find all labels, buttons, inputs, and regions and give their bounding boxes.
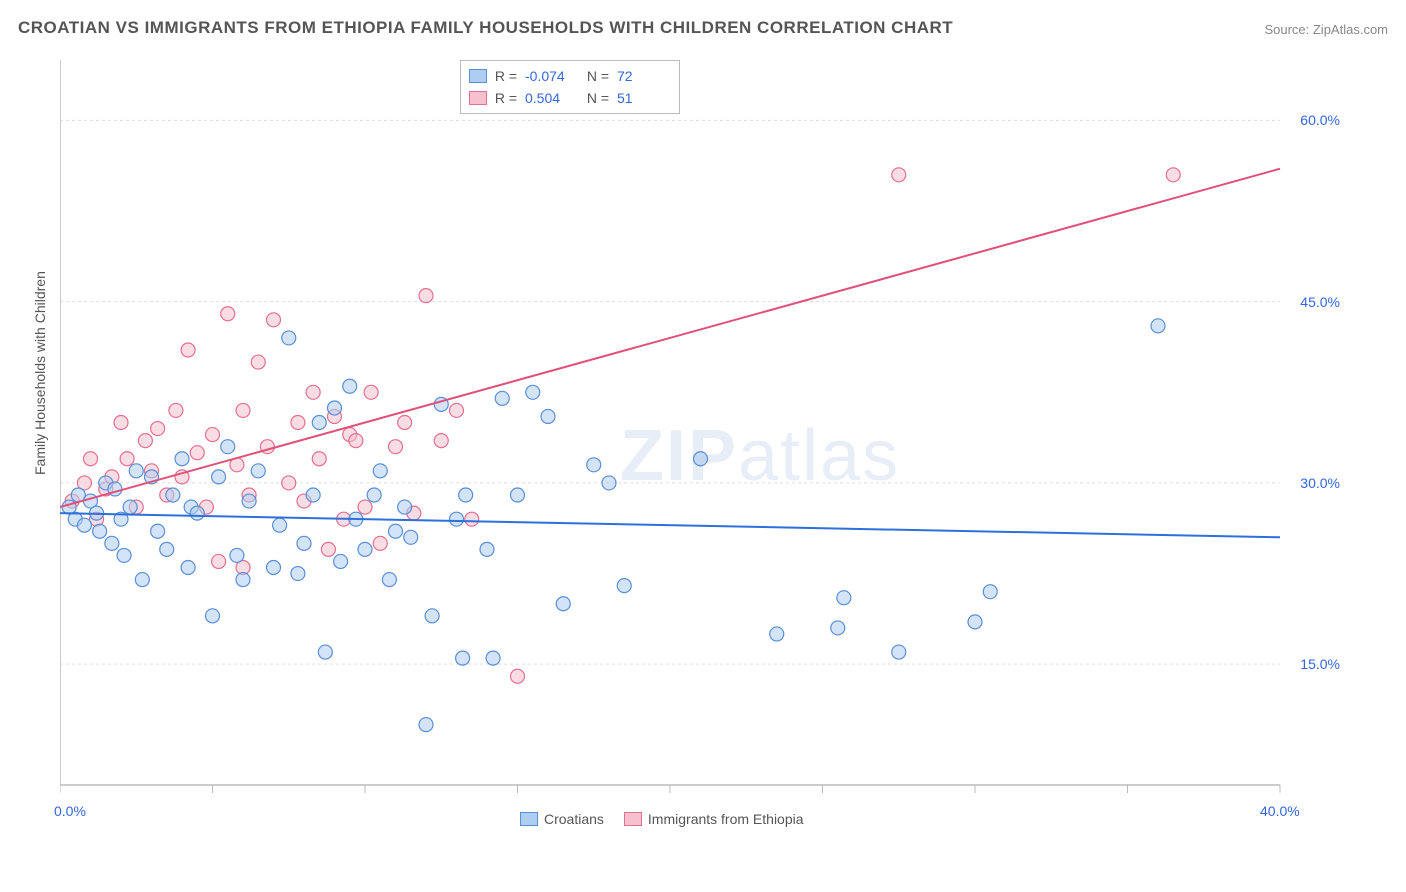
swatch-series1 [469, 69, 487, 83]
r-value-2: 0.504 [525, 90, 579, 106]
x-tick-0: 0.0% [54, 803, 86, 819]
y-tick-45: 45.0% [1300, 294, 1340, 310]
swatch-series2 [469, 91, 487, 105]
r-label: R = [493, 68, 519, 84]
r-value-1: -0.074 [525, 68, 579, 84]
plot-area: Family Households with Children ZIPatlas… [60, 55, 1340, 825]
swatch-legend-2 [624, 812, 642, 826]
n-value-2: 51 [617, 90, 671, 106]
legend-label-1: Croatians [544, 811, 604, 827]
legend-item-ethiopia: Immigrants from Ethiopia [624, 811, 804, 827]
stats-row-series2: R = 0.504 N = 51 [469, 87, 671, 109]
swatch-legend-1 [520, 812, 538, 826]
legend-label-2: Immigrants from Ethiopia [648, 811, 804, 827]
r-label: R = [493, 90, 519, 106]
correlation-stats-box: R = -0.074 N = 72 R = 0.504 N = 51 [460, 60, 680, 114]
stats-row-series1: R = -0.074 N = 72 [469, 65, 671, 87]
scatter-chart [60, 55, 1340, 825]
y-axis-label: Family Households with Children [32, 271, 48, 475]
chart-title: CROATIAN VS IMMIGRANTS FROM ETHIOPIA FAM… [18, 18, 953, 38]
source-attribution: Source: ZipAtlas.com [1264, 22, 1388, 37]
legend-item-croatians: Croatians [520, 811, 604, 827]
legend: Croatians Immigrants from Ethiopia [520, 811, 804, 827]
n-label: N = [585, 90, 611, 106]
x-tick-40: 40.0% [1260, 803, 1300, 819]
y-tick-30: 30.0% [1300, 475, 1340, 491]
y-tick-15: 15.0% [1300, 656, 1340, 672]
n-label: N = [585, 68, 611, 84]
y-tick-60: 60.0% [1300, 112, 1340, 128]
n-value-1: 72 [617, 68, 671, 84]
